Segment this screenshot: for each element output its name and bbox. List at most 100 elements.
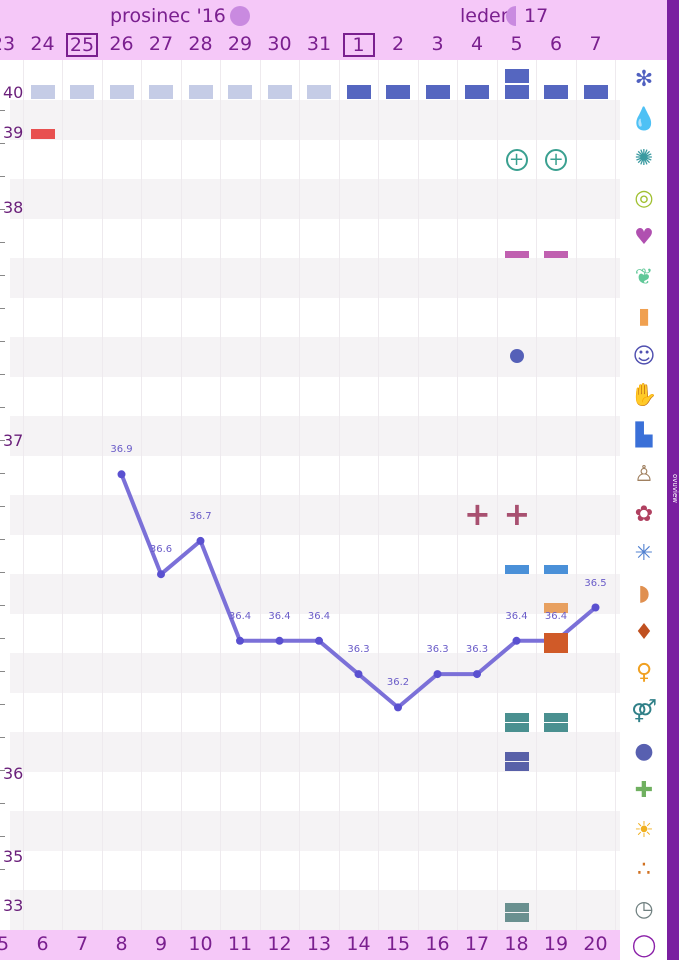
smiley-icon[interactable]: ☺	[632, 343, 656, 369]
period-marker[interactable]	[307, 85, 331, 99]
temperature-point[interactable]	[157, 570, 165, 579]
splash-icon[interactable]: ✺	[634, 146, 654, 171]
temperature-point[interactable]	[512, 636, 521, 645]
cycle-icon[interactable]: ◯	[631, 933, 657, 958]
dots-icon[interactable]: ∴	[637, 857, 651, 882]
double-marker[interactable]	[504, 902, 529, 912]
marker[interactable]	[504, 564, 529, 574]
y-minor-tick	[0, 770, 5, 771]
period-marker[interactable]	[109, 85, 134, 99]
marker[interactable]	[544, 603, 568, 613]
date-1[interactable]: 1	[342, 33, 375, 57]
plus-circle-icon[interactable]: +	[545, 149, 567, 171]
medkit-icon[interactable]: ✚	[634, 778, 654, 803]
y-minor-tick	[0, 737, 5, 738]
sidebar-bar[interactable]	[667, 0, 679, 960]
date-2[interactable]: 2	[391, 33, 405, 55]
date-4[interactable]: 4	[470, 33, 484, 55]
date-6[interactable]: 6	[549, 33, 563, 55]
temperature-point[interactable]	[591, 603, 600, 612]
period-marker[interactable]	[267, 85, 292, 99]
double-marker[interactable]	[504, 712, 529, 722]
period-marker[interactable]	[504, 69, 529, 83]
period-marker[interactable]	[425, 85, 450, 99]
period-marker[interactable]	[346, 85, 371, 99]
double-marker[interactable]	[504, 912, 529, 922]
grid-line	[378, 60, 380, 930]
marker[interactable]	[544, 564, 568, 574]
date-28[interactable]: 28	[188, 33, 213, 55]
date-23[interactable]: 23	[0, 33, 16, 55]
woman-glow-icon[interactable]: ♀	[635, 659, 653, 685]
dot-marker[interactable]	[509, 349, 524, 363]
plus-icon[interactable]: +	[503, 495, 531, 533]
balloon-icon[interactable]: ●	[634, 738, 654, 764]
period-marker[interactable]	[583, 85, 608, 99]
sparkle-flower-icon[interactable]: ✳	[634, 541, 654, 566]
temperature-point[interactable]	[433, 670, 442, 679]
heart-icon[interactable]: ♥	[634, 225, 654, 250]
temperature-point[interactable]	[275, 636, 284, 645]
temperature-point[interactable]	[354, 670, 363, 679]
y-minor-tick	[0, 836, 5, 837]
temperature-point[interactable]	[236, 636, 244, 645]
double-marker[interactable]	[544, 712, 568, 722]
pill-bottle-icon[interactable]: ▮	[637, 304, 651, 329]
pain-icon[interactable]: ✋	[630, 383, 658, 408]
grid-line	[575, 60, 577, 930]
date-25[interactable]: 25	[66, 33, 98, 57]
flower-icon[interactable]: ✻	[634, 67, 654, 92]
double-marker[interactable]	[504, 722, 529, 732]
date-24[interactable]: 24	[30, 33, 55, 55]
flower-check-icon[interactable]: ✿	[634, 501, 654, 527]
date-5[interactable]: 5	[510, 33, 523, 55]
cycle-day-14: 14	[346, 933, 371, 955]
temperature-point[interactable]	[196, 536, 205, 545]
period-marker[interactable]	[188, 85, 213, 99]
period-marker[interactable]	[70, 85, 94, 99]
breast-icon[interactable]: ◗	[638, 580, 650, 606]
couple-icon[interactable]: ⚤	[631, 699, 657, 724]
temperature-label: 36.4	[268, 610, 291, 622]
date-26[interactable]: 26	[109, 33, 134, 55]
sun-alert-icon[interactable]: ☀	[634, 817, 654, 843]
grid-line	[220, 60, 222, 930]
y-minor-tick	[0, 539, 5, 540]
pregnancy-test-icon[interactable]: ♙	[634, 462, 654, 487]
libido-marker[interactable]	[504, 250, 529, 258]
marker[interactable]	[544, 633, 568, 653]
date-30[interactable]: 30	[267, 33, 292, 55]
rings-icon[interactable]: ◎	[634, 185, 654, 211]
grid-line	[259, 60, 261, 930]
document-icon[interactable]: ▙	[635, 422, 653, 448]
period-marker[interactable]	[228, 85, 252, 99]
bleeding-marker[interactable]	[30, 129, 55, 139]
period-marker[interactable]	[544, 85, 568, 99]
libido-marker[interactable]	[544, 250, 568, 258]
leaf-icon[interactable]: ❦	[634, 264, 654, 290]
temperature-point[interactable]	[315, 636, 323, 645]
drop-burst-icon[interactable]: ♦	[634, 620, 654, 645]
date-29[interactable]: 29	[227, 33, 253, 55]
temperature-label: 36.5	[584, 577, 607, 589]
temperature-point[interactable]	[117, 470, 126, 479]
double-marker[interactable]	[544, 722, 568, 732]
temperature-point[interactable]	[394, 703, 402, 712]
date-7[interactable]: 7	[589, 33, 602, 55]
blood-drop-icon[interactable]: 💧	[630, 106, 658, 132]
period-marker[interactable]	[465, 85, 489, 99]
temperature-point[interactable]	[473, 670, 481, 679]
stopwatch-icon[interactable]: ◷	[634, 896, 654, 922]
date-3[interactable]: 3	[431, 33, 444, 55]
y-minor-tick	[0, 110, 5, 111]
period-marker[interactable]	[30, 85, 55, 99]
double-marker[interactable]	[504, 761, 529, 771]
plus-icon[interactable]: +	[464, 495, 491, 533]
plus-circle-icon[interactable]: +	[505, 149, 528, 171]
date-31[interactable]: 31	[306, 33, 332, 55]
double-marker[interactable]	[504, 751, 529, 761]
date-27[interactable]: 27	[148, 33, 174, 55]
period-marker[interactable]	[149, 85, 173, 99]
period-marker[interactable]	[504, 85, 529, 99]
period-marker[interactable]	[386, 85, 410, 99]
